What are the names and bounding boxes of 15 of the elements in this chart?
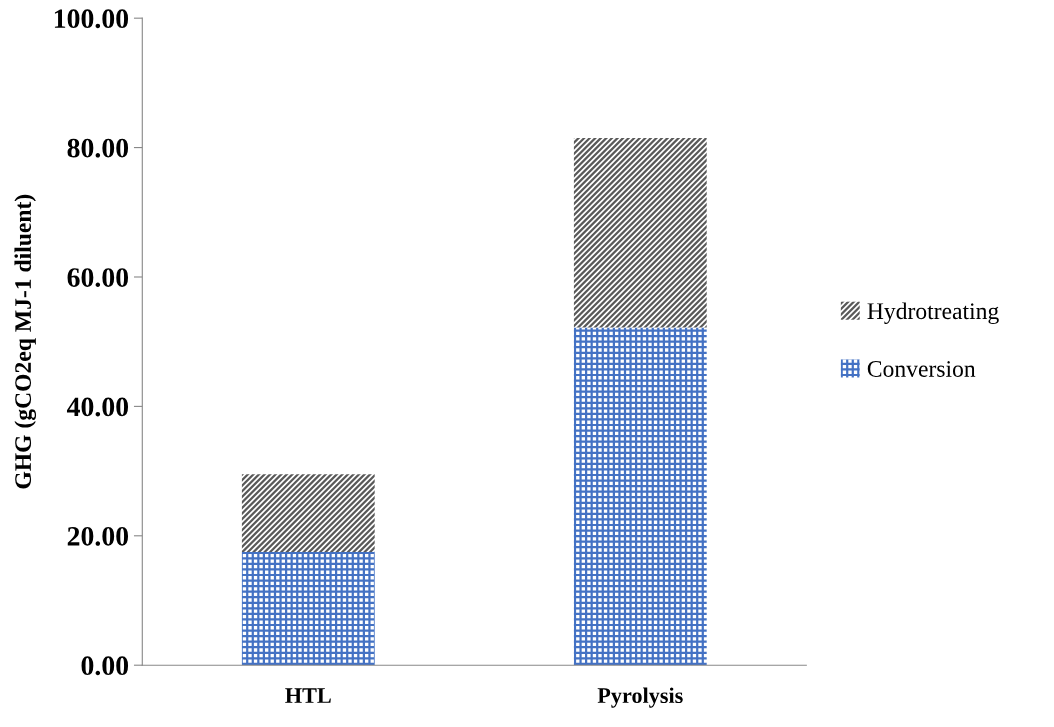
y-axis-title: GHG (gCO2eq MJ-1 diluent) [14, 194, 37, 489]
bar [241, 474, 375, 552]
y-tick-label: 40.00 [66, 397, 129, 417]
legend-label: Conversion [867, 361, 976, 377]
bar [573, 137, 707, 328]
bar [573, 327, 707, 666]
y-tick-label: 60.00 [67, 268, 129, 288]
legend-label: Hydrotreating [867, 302, 999, 325]
y-tick-label: 100.00 [54, 9, 129, 29]
y-tick-label: 20.00 [67, 526, 129, 546]
x-tick-label: Pyrolysis [597, 687, 683, 708]
y-tick-label: 0.00 [81, 656, 129, 676]
x-tick-label: HTL [285, 688, 331, 703]
bar [241, 551, 375, 666]
y-tick-label: 80.00 [67, 138, 129, 158]
